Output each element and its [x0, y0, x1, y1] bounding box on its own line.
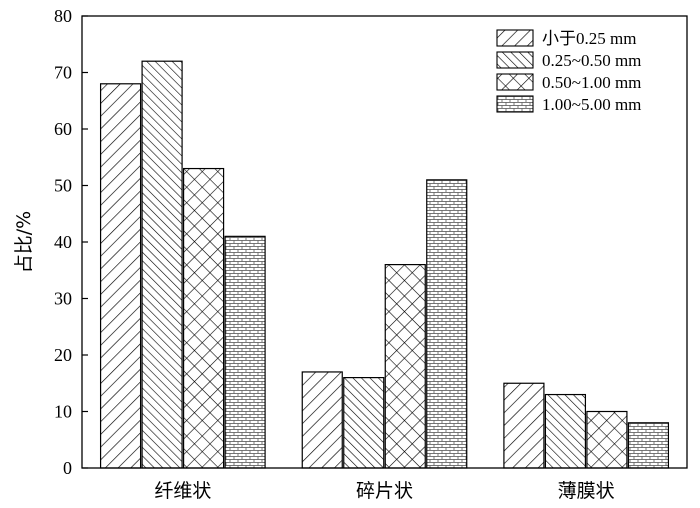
y-tick-label: 80 — [54, 6, 72, 26]
y-tick-label: 60 — [54, 119, 72, 139]
bar-2-1 — [141, 60, 183, 469]
bar-1-3 — [503, 382, 545, 469]
bars-group — [99, 60, 670, 469]
x-axis: 纤维状 碎片状 薄膜状 — [154, 480, 614, 502]
bar-4-1 — [224, 235, 266, 469]
legend-swatch-2 — [496, 51, 534, 69]
bar-4-2 — [426, 179, 468, 469]
x-category-label: 薄膜状 — [558, 480, 615, 502]
y-tick-label: 40 — [54, 232, 72, 252]
bar-1-2 — [301, 371, 343, 469]
y-tick-label: 50 — [54, 176, 72, 196]
x-category-label: 纤维状 — [154, 480, 211, 502]
y-tick-label: 0 — [63, 458, 72, 478]
legend-label-1: 小于0.25 mm — [542, 29, 636, 48]
y-axis-title: 占比/% — [13, 211, 35, 273]
y-tick-label: 20 — [54, 345, 72, 365]
legend-label-4: 1.00~5.00 mm — [542, 95, 641, 114]
bar-3-1 — [182, 167, 225, 469]
y-tick-label: 30 — [54, 289, 72, 309]
legend-label-3: 0.50~1.00 mm — [542, 73, 641, 92]
x-category-label: 碎片状 — [356, 480, 413, 502]
legend-swatch-1 — [496, 29, 534, 47]
bar-3-3 — [586, 410, 628, 469]
bar-2-2 — [343, 377, 385, 469]
y-tick-label: 70 — [54, 63, 72, 83]
bar-2-3 — [544, 393, 587, 469]
y-tick-label: 10 — [54, 402, 72, 422]
bar-3-2 — [384, 264, 426, 469]
bar-4-3 — [627, 422, 670, 469]
bar-1-1 — [99, 83, 142, 469]
legend-swatch-4 — [496, 95, 534, 113]
legend-label-2: 0.25~0.50 mm — [542, 51, 641, 70]
legend: 小于0.25 mm 0.25~0.50 mm 0.50~1.00 mm 1.00~5.… — [496, 29, 641, 114]
y-axis: 0 10 20 30 40 50 60 70 80 — [54, 6, 88, 478]
legend-swatch-3 — [496, 73, 534, 91]
